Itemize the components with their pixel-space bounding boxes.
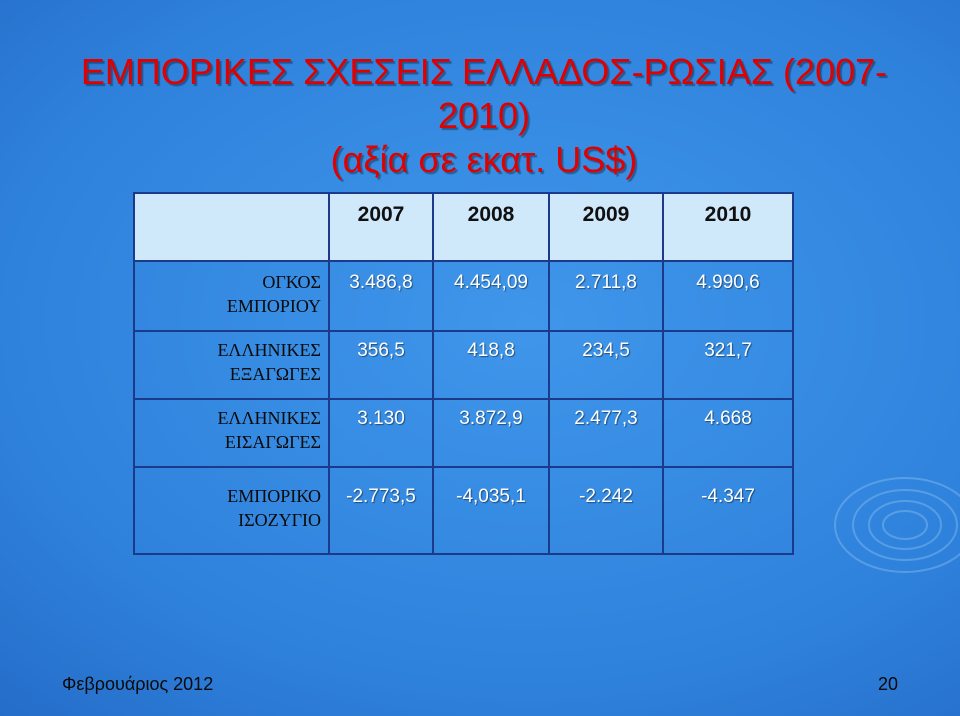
table-cell: 2.711,8: [575, 272, 637, 293]
row-label-line: ΕΜΠΟΡΙΟΥ: [226, 296, 321, 316]
column-divider: [548, 194, 550, 553]
row-label-trade-volume: ΟΓΚΟΣ ΕΜΠΟΡΙΟΥ: [145, 270, 321, 318]
table-cell: -4,035,1: [456, 486, 526, 507]
table-cell: -2.242: [579, 486, 633, 507]
row-label-line: ΕΜΠΟΡΙΚΟ: [227, 486, 321, 506]
row-divider: [135, 398, 792, 400]
table-cell: 4.990,6: [696, 272, 760, 293]
row-divider: [135, 330, 792, 332]
table-cell: 3.872,9: [459, 408, 523, 429]
table-cell: 3.486,8: [349, 272, 413, 293]
table-cell: 234,5: [582, 340, 630, 361]
page-number: 20: [877, 674, 898, 694]
table-cell: 418,8: [467, 340, 515, 361]
footer-date: Φεβρουάριος 2012: [62, 674, 214, 694]
column-divider: [662, 194, 664, 553]
row-label-greek-imports: ΕΛΛΗΝΙΚΕΣ ΕΙΣΑΓΩΓΕΣ: [145, 406, 321, 454]
page-title: ΕΜΠΟΡΙΚΕΣ ΣΧΕΣΕΙΣ ΕΛΛΑΔΟΣ-ΡΩΣΙΑΣ (2007-2…: [64, 50, 904, 182]
title-line-2: (αξία σε εκατ. US$): [330, 139, 638, 180]
row-label-line: ΕΞΑΓΩΓΕΣ: [229, 364, 321, 384]
table-cell: -2.773,5: [346, 486, 416, 507]
row-label-line: ΕΛΛΗΝΙΚΕΣ: [217, 408, 321, 428]
title-line-1: ΕΜΠΟΡΙΚΕΣ ΣΧΕΣΕΙΣ ΕΛΛΑΔΟΣ-ΡΩΣΙΑΣ (2007-2…: [80, 51, 888, 136]
row-label-trade-balance: ΕΜΠΟΡΙΚΟ ΙΣΟΖΥΓΙΟ: [145, 484, 321, 532]
column-divider: [432, 194, 434, 553]
column-divider: [328, 194, 330, 553]
row-label-line: ΕΙΣΑΓΩΓΕΣ: [224, 432, 321, 452]
table-cell: 321,7: [704, 340, 752, 361]
table-cell: 356,5: [357, 340, 405, 361]
row-label-line: ΕΛΛΗΝΙΚΕΣ: [217, 340, 321, 360]
year-header-2007: 2007: [357, 203, 405, 226]
year-header-2009: 2009: [582, 203, 630, 226]
row-label-greek-exports: ΕΛΛΗΝΙΚΕΣ ΕΞΑΓΩΓΕΣ: [145, 338, 321, 386]
table-cell: 2.477,3: [574, 408, 638, 429]
year-header-2010: 2010: [704, 203, 752, 226]
table-header-row: [135, 194, 792, 262]
table-cell: 4.668: [704, 408, 752, 429]
table-cell: 3.130: [357, 408, 405, 429]
row-divider: [135, 466, 792, 468]
table-cell: -4.347: [701, 486, 755, 507]
row-label-line: ΙΣΟΖΥΓΙΟ: [238, 510, 321, 530]
table-cell: 4.454,09: [454, 272, 528, 293]
row-label-line: ΟΓΚΟΣ: [262, 272, 321, 292]
year-header-2008: 2008: [467, 203, 515, 226]
trade-table: 2007 2008 2009 2010 ΟΓΚΟΣ ΕΜΠΟΡΙΟΥ 3.486…: [133, 192, 794, 555]
